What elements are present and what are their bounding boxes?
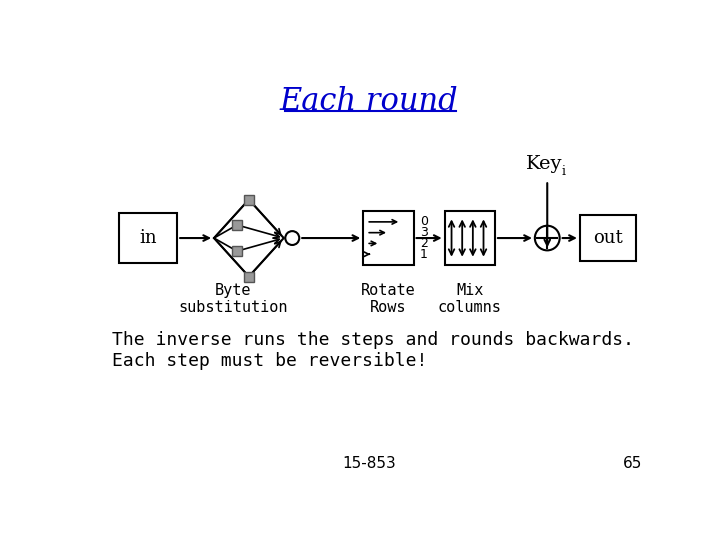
- Text: Mix
columns: Mix columns: [438, 283, 502, 315]
- Text: out: out: [593, 229, 623, 247]
- Text: The inverse runs the steps and rounds backwards.: The inverse runs the steps and rounds ba…: [112, 332, 634, 349]
- Text: 3: 3: [420, 226, 428, 239]
- Bar: [232, 220, 242, 230]
- Text: Each step must be reversible!: Each step must be reversible!: [112, 352, 427, 370]
- Text: Key: Key: [526, 156, 562, 173]
- Text: 15-853: 15-853: [342, 456, 396, 471]
- Text: Each round: Each round: [279, 86, 459, 117]
- Text: 2: 2: [420, 237, 428, 250]
- Text: 1: 1: [420, 248, 428, 261]
- Circle shape: [535, 226, 559, 251]
- Bar: [363, 211, 413, 265]
- Bar: [580, 215, 636, 261]
- Polygon shape: [214, 200, 284, 276]
- Text: in: in: [139, 229, 157, 247]
- Text: 0: 0: [420, 215, 428, 228]
- Bar: [444, 211, 495, 265]
- Text: i: i: [561, 165, 565, 178]
- Bar: [244, 194, 254, 205]
- Text: 65: 65: [623, 456, 642, 471]
- Bar: [119, 213, 177, 263]
- Text: Byte
substitution: Byte substitution: [179, 283, 288, 315]
- Bar: [232, 246, 242, 256]
- Bar: [244, 272, 254, 281]
- Circle shape: [285, 231, 300, 245]
- Text: Rotate
Rows: Rotate Rows: [361, 283, 415, 315]
